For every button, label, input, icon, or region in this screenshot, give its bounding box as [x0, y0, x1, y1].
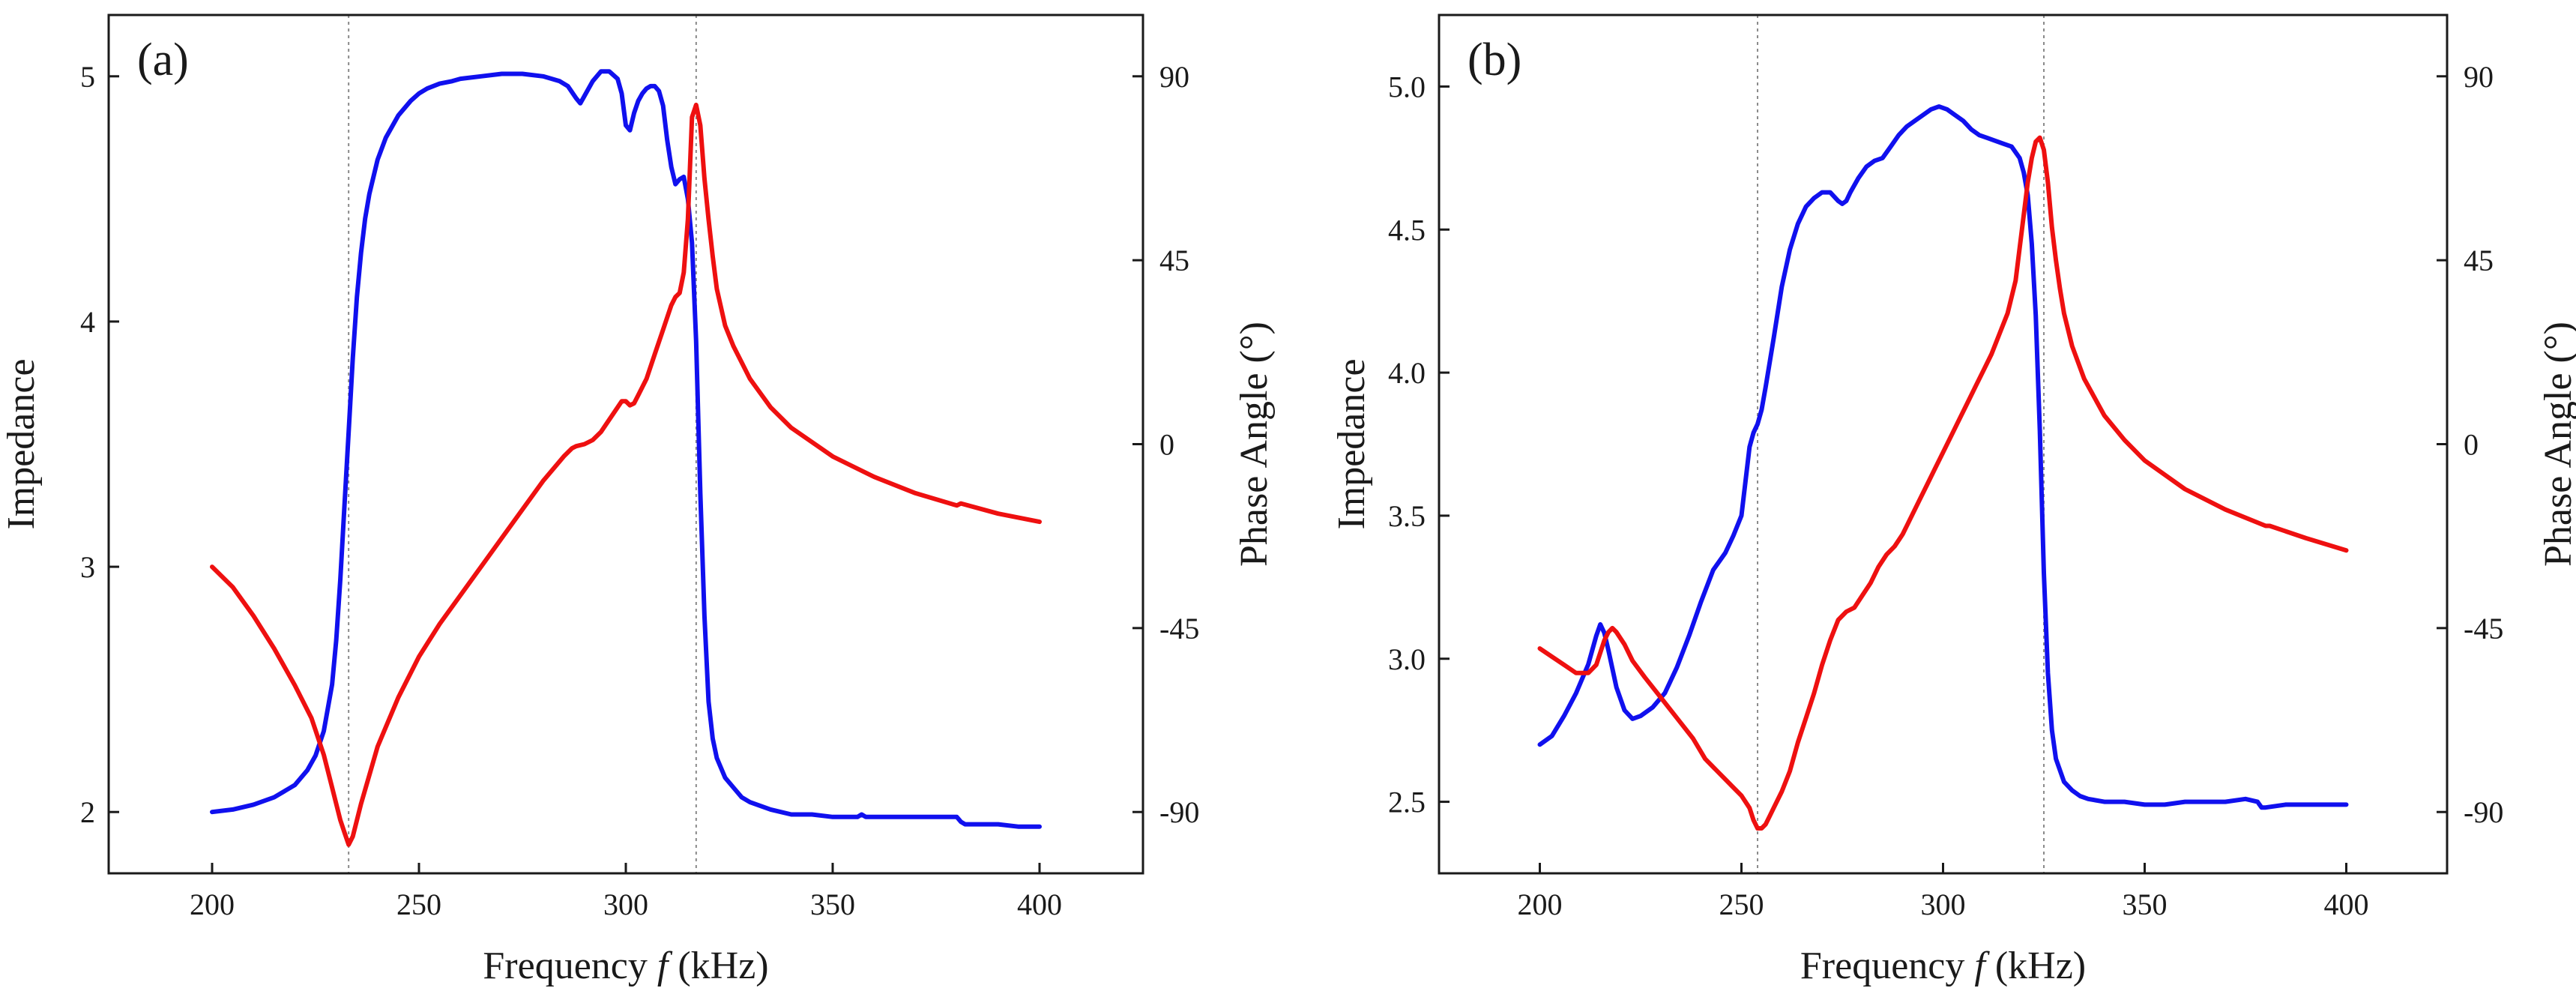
- x-tick-label: 350: [810, 888, 855, 921]
- right-tick-label: -45: [1159, 612, 1199, 645]
- plot-frame: [1438, 13, 2449, 875]
- right-axis-label: Phase Angle (°): [2537, 322, 2576, 567]
- left-tick-label: 4.0: [1388, 356, 1426, 390]
- impedance-line: [210, 69, 1042, 829]
- x-axis-label: Frequency f (kHz): [483, 945, 768, 987]
- panel-label: (b): [1468, 34, 1521, 85]
- x-axis-label-prefix: Frequency: [483, 945, 657, 987]
- left-tick-label: 3.0: [1388, 642, 1426, 676]
- left-tick-label: 2: [80, 795, 95, 829]
- left-axis-label: Impedance: [0, 358, 43, 529]
- left-tick-label: 2.5: [1388, 786, 1426, 819]
- plot-frame: [107, 13, 1144, 875]
- impedance-line: [1537, 104, 2349, 810]
- right-tick-label: -45: [2464, 612, 2503, 645]
- right-tick-label: 45: [2464, 244, 2494, 277]
- left-tick-label: 5.0: [1388, 70, 1426, 103]
- left-tick-label: 5: [80, 60, 95, 94]
- x-axis-label-unit: (kHz): [1985, 945, 2086, 987]
- left-axis-label: Impedance: [1330, 358, 1373, 529]
- right-tick-label: -90: [1159, 795, 1199, 829]
- x-tick-label: 400: [1017, 888, 1062, 921]
- panel-label: (a): [137, 34, 189, 85]
- x-axis-label: Frequency f (kHz): [1800, 945, 2086, 987]
- x-axis-label-prefix: Frequency: [1800, 945, 1974, 987]
- x-tick-label: 300: [603, 888, 648, 921]
- phase-angle-line: [210, 103, 1042, 847]
- right-tick-label: -90: [2464, 795, 2503, 829]
- chart-panel-b: 200 250 300 350 400 2.5 3.0 3.5 4.0 4.5 5.0 90 45 0 -4…: [1330, 13, 2576, 987]
- right-axis-label: Phase Angle (°): [1233, 322, 1276, 567]
- left-tick-label: 4: [80, 305, 95, 339]
- phase-angle-line: [1537, 135, 2349, 831]
- right-tick-label: 0: [1159, 428, 1174, 462]
- right-tick-label: 90: [2464, 60, 2494, 94]
- x-tick-label: 250: [396, 888, 441, 921]
- x-tick-label: 200: [190, 888, 235, 921]
- left-tick-label: 4.5: [1388, 213, 1426, 247]
- left-tick-label: 3.5: [1388, 499, 1426, 533]
- right-tick-label: 90: [1159, 60, 1189, 94]
- x-tick-label: 300: [1921, 888, 1966, 921]
- x-axis-label-unit: (kHz): [668, 945, 768, 987]
- x-tick-label: 250: [1719, 888, 1764, 921]
- right-tick-label: 0: [2464, 428, 2479, 462]
- right-tick-label: 45: [1159, 244, 1189, 277]
- x-tick-label: 200: [1518, 888, 1563, 921]
- x-tick-label: 350: [2123, 888, 2168, 921]
- left-tick-label: 3: [80, 550, 95, 584]
- x-tick-label: 400: [2324, 888, 2369, 921]
